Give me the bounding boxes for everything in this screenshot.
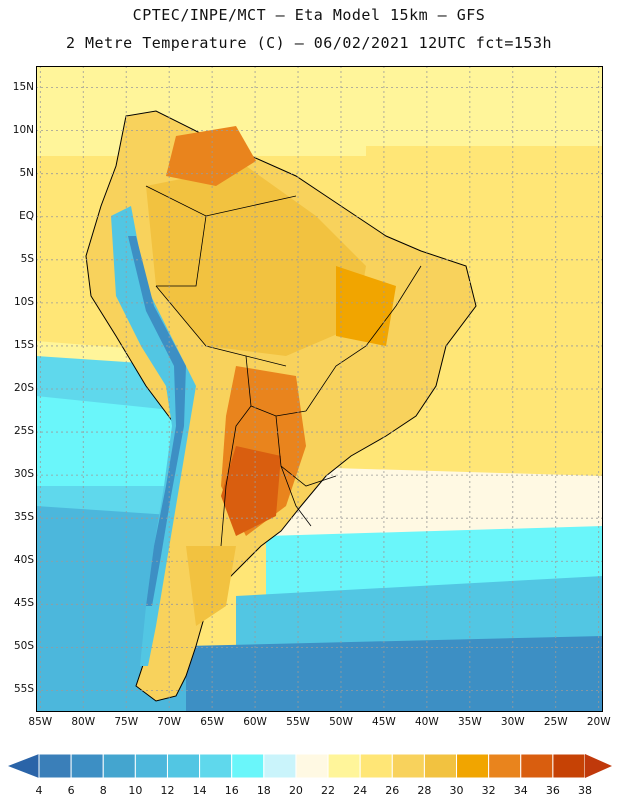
lon-label: 45W [372,716,396,728]
colorbar-swatch [295,753,329,779]
colorbar-level-label: 24 [353,784,368,797]
colorbar-level-label: 18 [256,784,271,797]
colorbar-swatch [102,753,136,779]
pampas-hot-core [221,446,281,536]
pacific-coastal-band [36,396,181,486]
lon-label: 35W [457,716,482,728]
colorbar-level-label: 22 [321,784,336,797]
patagonia-warm [186,546,236,626]
lon-label: 75W [114,716,139,728]
colorbar-swatch [327,753,361,779]
andes-cold-strip [111,206,196,666]
lat-label: 15S [13,338,34,351]
lon-label: 50W [329,716,353,728]
lon-label: 40W [415,716,439,728]
southern-ocean-field [186,636,603,712]
lon-label: 70W [157,716,182,728]
colorbar-level-label: 10 [128,784,143,797]
map-subtitle: 2 Metre Temperature (C) – 06/02/2021 12U… [65,34,553,52]
colorbar-swatch [38,753,72,779]
lat-label: 50S [13,640,34,653]
lat-label: 5S [20,252,34,265]
lat-label: 20S [13,382,34,394]
colorbar-swatch [456,753,490,779]
colorbar-level-label: 26 [385,784,400,797]
colorbar-swatch [359,753,393,779]
colorbar-swatch [70,753,104,779]
colorbar-swatch [488,753,522,779]
map-title: CPTEC/INPE/MCT – Eta Model 15km – GFS [132,6,486,24]
lat-label: EQ [19,209,34,222]
colorbar-level-label: 28 [417,784,432,797]
colorbar-swatch [231,753,265,779]
andes-peak-strip [128,236,186,606]
lat-label: 10S [13,295,34,308]
lat-label: 30S [13,468,34,481]
colorbar-level-label: 36 [545,784,560,797]
lat-label: 25S [13,425,34,438]
map-border [36,66,603,712]
lon-label: 65W [200,716,224,728]
colorbar-swatch [391,753,425,779]
lon-label: 55W [286,716,310,728]
colorbar-level-label: 4 [35,784,43,797]
colorbar-swatch [263,753,297,779]
colorbar-level-label: 38 [578,784,592,797]
colorbar-level-label: 6 [67,784,75,797]
colorbar-level-label: 30 [449,784,464,797]
colorbar-swatch [199,753,233,779]
lat-label: 10N [12,123,34,136]
temperature-map [36,66,603,712]
lon-label: 25W [543,716,568,728]
venezuela-hot-spot [166,126,256,186]
colorbar-level-label: 34 [513,784,528,797]
lon-label: 60W [243,716,267,728]
colorbar-swatch [134,753,168,779]
colorbar-level-label: 16 [224,784,239,797]
lat-label: 45S [13,597,34,610]
colorbar-level-label: 8 [99,784,107,797]
colorbar [8,753,612,779]
lat-label: 15N [12,80,34,93]
colorbar-low-arrow [8,754,39,778]
lon-label: 80W [71,716,96,728]
colorbar-level-label: 20 [288,784,303,797]
lat-label: 5N [19,166,34,179]
colorbar-level-label: 12 [160,784,175,797]
lat-label: 35S [13,511,34,524]
colorbar-swatch [552,753,586,779]
colorbar-level-label: 32 [481,784,496,797]
colorbar-swatch [520,753,554,779]
lon-label: 30W [500,716,525,728]
lat-label: 55S [13,683,34,696]
lat-label: 40S [13,554,34,567]
lon-label: 20W [586,716,611,728]
colorbar-high-arrow [585,754,612,778]
colorbar-swatch [423,753,458,779]
colorbar-swatch [166,753,201,779]
lon-label: 85W [28,716,53,728]
colorbar-level-label: 14 [192,784,207,797]
